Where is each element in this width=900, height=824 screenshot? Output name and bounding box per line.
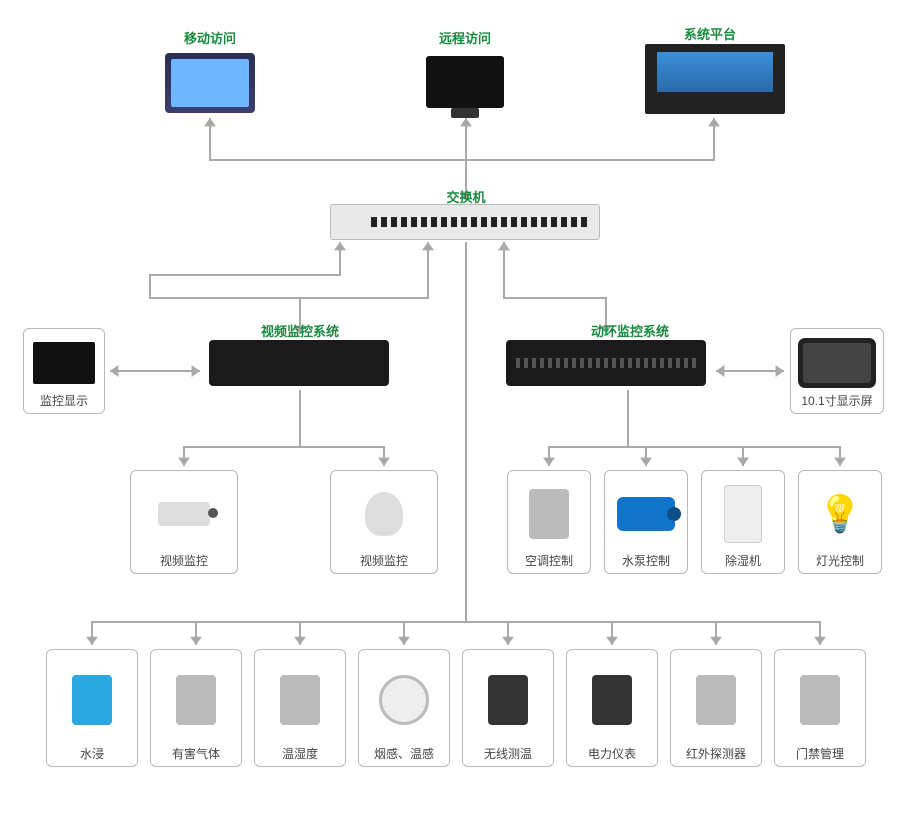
node-temphum-icon (259, 654, 341, 746)
node-pir: 红外探测器 (670, 649, 762, 767)
node-power-caption: 电力仪表 (588, 746, 636, 762)
node-temphum-caption: 温湿度 (282, 746, 318, 762)
device-envhost (502, 339, 710, 387)
node-smoke-caption: 烟感、温感 (374, 746, 434, 762)
node-wtemp: 无线测温 (462, 649, 554, 767)
node-light-icon: 💡 (803, 475, 877, 553)
node-dehum-caption: 除湿机 (725, 553, 761, 569)
node-cam_b-icon (335, 475, 433, 553)
node-cam_b: 视频监控 (330, 470, 438, 574)
node-door-icon (779, 654, 861, 746)
node-water-caption: 水浸 (80, 746, 104, 762)
node-ac_ctrl: 空调控制 (507, 470, 591, 574)
title-mobile: 移动访问 (150, 28, 270, 47)
node-cam_a: 视频监控 (130, 470, 238, 574)
title-remote: 远程访问 (405, 28, 525, 47)
device-switch (330, 205, 600, 239)
node-pir-caption: 红外探测器 (686, 746, 746, 762)
node-smoke: 烟感、温感 (358, 649, 450, 767)
device-nvr (206, 339, 392, 387)
node-pump-icon (609, 475, 683, 553)
node-cam_a-caption: 视频监控 (160, 553, 208, 569)
node-mon_disp-caption: 监控显示 (40, 393, 88, 409)
node-water: 水浸 (46, 649, 138, 767)
node-mon_disp: 监控显示 (23, 328, 105, 414)
node-gas-caption: 有害气体 (172, 746, 220, 762)
node-touch_disp: 10.1寸显示屏 (790, 328, 884, 414)
node-pump: 水泵控制 (604, 470, 688, 574)
node-touch_disp-icon (795, 333, 879, 393)
node-dehum-icon (706, 475, 780, 553)
node-cam_a-icon (135, 475, 233, 553)
node-wtemp-caption: 无线测温 (484, 746, 532, 762)
node-mon_disp-icon (28, 333, 100, 393)
node-power: 电力仪表 (566, 649, 658, 767)
node-cam_b-caption: 视频监控 (360, 553, 408, 569)
node-ac_ctrl-icon (512, 475, 586, 553)
node-pir-icon (675, 654, 757, 746)
device-videowall (640, 40, 790, 118)
node-ac_ctrl-caption: 空调控制 (525, 553, 573, 569)
node-gas: 有害气体 (150, 649, 242, 767)
node-door: 门禁管理 (774, 649, 866, 767)
node-smoke-icon (363, 654, 445, 746)
node-touch_disp-caption: 10.1寸显示屏 (801, 393, 872, 409)
device-tablet (160, 48, 260, 118)
device-pc (415, 46, 515, 118)
title-env: 动环监控系统 (560, 321, 700, 340)
node-power-icon (571, 654, 653, 746)
node-water-icon (51, 654, 133, 746)
node-pump-caption: 水泵控制 (622, 553, 670, 569)
node-light-caption: 灯光控制 (816, 553, 864, 569)
node-temphum: 温湿度 (254, 649, 346, 767)
node-gas-icon (155, 654, 237, 746)
node-door-caption: 门禁管理 (796, 746, 844, 762)
node-wtemp-icon (467, 654, 549, 746)
node-light: 💡灯光控制 (798, 470, 882, 574)
title-video: 视频监控系统 (230, 321, 370, 340)
node-dehum: 除湿机 (701, 470, 785, 574)
